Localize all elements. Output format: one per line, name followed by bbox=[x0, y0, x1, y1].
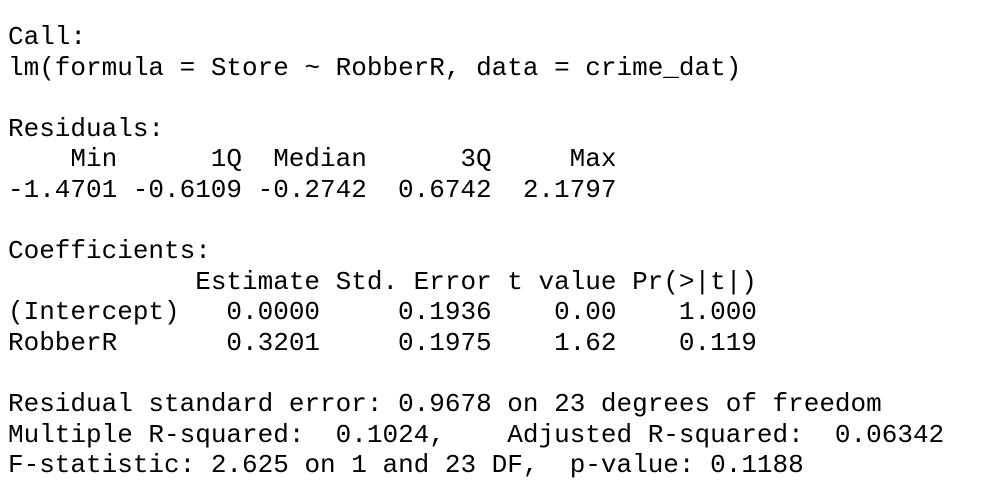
coefficient-value: 0.1975 bbox=[398, 327, 492, 358]
coefficient-value: 1.62 bbox=[554, 327, 617, 358]
summary-line: Residual standard error: 0.9678 on 23 de… bbox=[8, 389, 882, 420]
coefficient-row: RobberR 0.3201 0.1975 1.62 0.119 bbox=[8, 328, 989, 359]
coefficient-value: 0.0000 bbox=[226, 297, 321, 328]
residual-value: 2.1797 bbox=[522, 174, 617, 205]
coefficient-header: Std. Error bbox=[335, 266, 492, 297]
residual-header: Max bbox=[569, 144, 617, 175]
coefficient-header: Estimate bbox=[195, 266, 321, 297]
residual-header: Min bbox=[70, 144, 118, 175]
coefficient-header: Pr(>|t|) bbox=[632, 266, 757, 297]
residuals-header: Min 1Q Median 3Q Max bbox=[8, 144, 989, 175]
residual-header: 1Q bbox=[210, 144, 243, 175]
coefficient-row: (Intercept) 0.0000 0.1936 0.00 1.000 bbox=[8, 297, 989, 328]
summary-line: F-statistic: 2.625 on 1 and 23 DF, p-val… bbox=[8, 450, 804, 481]
coefficient-value: 0.3201 bbox=[226, 327, 321, 358]
term-name: RobberR bbox=[8, 327, 118, 358]
residual-value: 0.6742 bbox=[398, 174, 492, 205]
residual-value: -1.4701 bbox=[8, 174, 118, 205]
residual-value: -0.2742 bbox=[257, 174, 367, 205]
call-label: Call: bbox=[8, 22, 87, 52]
residual-header: 3Q bbox=[460, 144, 492, 175]
residual-value: -0.6109 bbox=[132, 174, 243, 205]
residuals-values: -1.4701 -0.6109 -0.2742 0.6742 2.1797 bbox=[8, 175, 989, 206]
coefficients-label: Coefficients: bbox=[8, 236, 211, 267]
residuals-label: Residuals: bbox=[8, 113, 165, 144]
formula: lm(formula = Store ~ RobberR, data = cri… bbox=[8, 52, 742, 83]
coefficient-value: 0.1936 bbox=[398, 297, 492, 328]
summary-line: Multiple R-squared: 0.1024, Adjusted R-s… bbox=[8, 419, 945, 450]
coefficient-value: 0.00 bbox=[554, 297, 617, 328]
coefficients-header: Estimate Std. Error t value Pr(>|t|) bbox=[8, 267, 989, 298]
coefficient-header: t value bbox=[507, 266, 617, 297]
residual-header: Median bbox=[273, 144, 367, 175]
term-name: (Intercept) bbox=[8, 297, 180, 328]
coefficient-value: 0.119 bbox=[678, 327, 757, 358]
coefficient-value: 1.000 bbox=[678, 297, 757, 328]
